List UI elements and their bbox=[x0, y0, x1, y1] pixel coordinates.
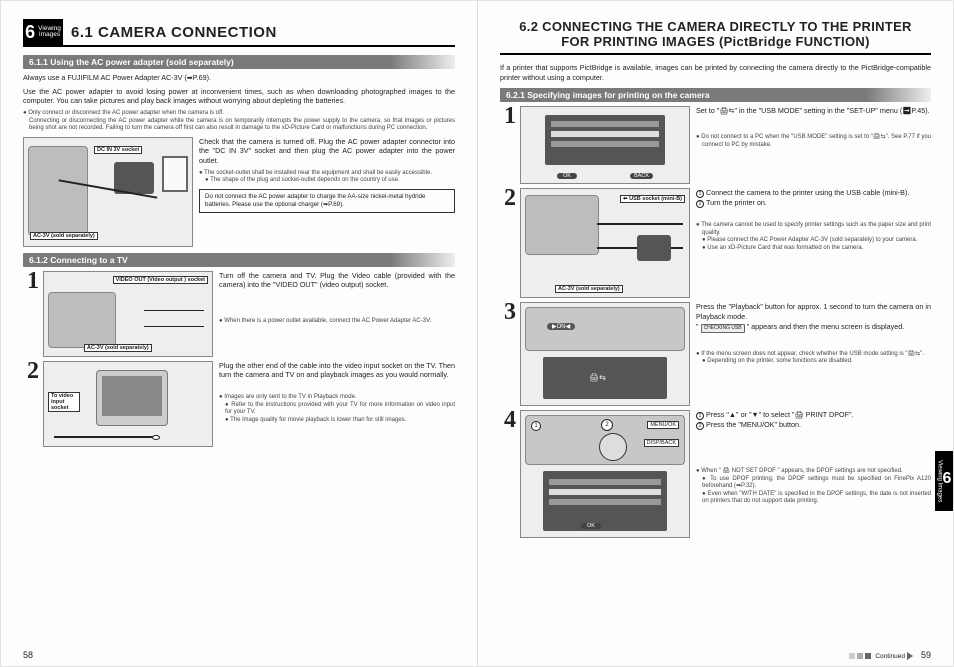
tv-step-1: 1 VIDEO OUT (Video output ) socket AC-3V… bbox=[23, 271, 455, 357]
tv-step1-text-col: Turn off the camera and TV. Plug the Vid… bbox=[219, 271, 455, 329]
tv-step2-figure: To video input socket bbox=[43, 361, 213, 447]
ac-adapter-figure: DC IN 3V socket AC-3V (sold separately) bbox=[23, 137, 193, 247]
circ-1: 1 bbox=[696, 190, 704, 198]
ac3v-label-2: AC-3V (sold separately) bbox=[84, 344, 152, 352]
pb-step-num-3: 3 bbox=[500, 302, 520, 324]
p-611c: ● Only connect or disconnect the AC powe… bbox=[23, 110, 455, 133]
tv-step2-fine: ● Images are only sent to the TV in Play… bbox=[219, 394, 455, 424]
pb-step-num-4: 4 bbox=[500, 410, 520, 432]
pb-step-3: 3 ▶ON◀ 🖨⇆ Press the "Playback" button fo… bbox=[500, 302, 931, 406]
to-video-label: To video input socket bbox=[48, 392, 80, 412]
ac-adapter-row: DC IN 3V socket AC-3V (sold separately) … bbox=[23, 137, 455, 247]
pb-step-num-1: 1 bbox=[500, 106, 520, 128]
pb-step1-text: Set to "🖨⇆" in the "USB MODE" setting in… bbox=[696, 106, 931, 116]
pb-step4-t1: Press "▲" or "▼" to select "🖨 PRINT DPOF… bbox=[706, 410, 854, 419]
p-611a: Always use a FUJIFILM AC Power Adapter A… bbox=[23, 73, 455, 83]
side-tab: 6 Viewing Images bbox=[935, 451, 953, 511]
page-number-59: 59 bbox=[921, 650, 931, 660]
right-intro: If a printer that supports PictBridge is… bbox=[500, 63, 931, 82]
section-title: 6.1 CAMERA CONNECTION bbox=[63, 19, 277, 45]
pb-step2-figure: ⬅ USB socket (mini-B) AC-3V (sold separa… bbox=[520, 188, 690, 298]
side-tab-text: Viewing Images bbox=[937, 460, 943, 502]
ok-pill-2: OK bbox=[581, 523, 601, 529]
pb-step2-t1: Connect the camera to the printer using … bbox=[706, 188, 909, 197]
pb-step3-fine: ● If the menu screen does not appear, ch… bbox=[696, 351, 931, 366]
page-58: 6 ViewingImages 6.1 CAMERA CONNECTION 6.… bbox=[0, 0, 477, 667]
tv-step1-fine: ● When there is a power outlet available… bbox=[219, 318, 455, 326]
tv-step2-text: Plug the other end of the cable into the… bbox=[219, 361, 455, 380]
p-611b: Use the AC power adapter to avoid losing… bbox=[23, 87, 455, 106]
pb-step4-figure: 1 2 MENU/OK DISP/BACK OK bbox=[520, 410, 690, 538]
page-59: 6.2 CONNECTING THE CAMERA DIRECTLY TO TH… bbox=[477, 0, 954, 667]
p-611e: ● The socket-outlet shall be installed n… bbox=[199, 170, 455, 185]
section-612-bar: 6.1.2 Connecting to a TV bbox=[23, 253, 455, 267]
pb-step2-fine: ● The camera cannot be used to specify p… bbox=[696, 222, 931, 252]
pb-step2-text-col: 1Connect the camera to the printer using… bbox=[696, 188, 931, 255]
tv-step1-figure: VIDEO OUT (Video output ) socket AC-3V (… bbox=[43, 271, 213, 357]
ac-text-col: Check that the camera is turned off. Plu… bbox=[199, 137, 455, 213]
pb-step3-text2: " appears and then the menu screen is di… bbox=[747, 322, 905, 331]
tv-step1-text: Turn off the camera and TV. Plug the Vid… bbox=[219, 271, 455, 290]
pb-step1-figure: OK BACK bbox=[520, 106, 690, 184]
pb-step2-t2: Turn the printer on. bbox=[706, 198, 767, 207]
right-title-1: 6.2 CONNECTING THE CAMERA DIRECTLY TO TH… bbox=[500, 19, 931, 34]
menu-ok-label: MENU/OK bbox=[647, 421, 679, 429]
pb-step4-fine: ● When " 🖨 NOT SET DPOF " appears, the D… bbox=[696, 468, 931, 506]
circ-1b: 1 bbox=[696, 412, 704, 420]
dc-in-label: DC IN 3V socket bbox=[94, 146, 142, 154]
ok-pill: OK bbox=[557, 173, 577, 179]
chapter-tab: 6 ViewingImages bbox=[23, 19, 63, 45]
pb-step-num-2: 2 bbox=[500, 188, 520, 210]
right-header: 6.2 CONNECTING THE CAMERA DIRECTLY TO TH… bbox=[500, 19, 931, 55]
chapter-header: 6 ViewingImages 6.1 CAMERA CONNECTION bbox=[23, 19, 455, 47]
ac3v-label-3: AC-3V (sold separately) bbox=[555, 285, 623, 293]
p-611d: Check that the camera is turned off. Plu… bbox=[199, 137, 455, 166]
pb-step1-text-col: Set to "🖨⇆" in the "USB MODE" setting in… bbox=[696, 106, 931, 152]
step-num-1: 1 bbox=[23, 271, 43, 293]
pb-step-2: 2 ⬅ USB socket (mini-B) AC-3V (sold sepa… bbox=[500, 188, 931, 298]
note-box: Do not connect the AC power adapter to c… bbox=[199, 189, 455, 213]
step-num-2: 2 bbox=[23, 361, 43, 383]
pb-step3-text-col: Press the "Playback" button for approx. … bbox=[696, 302, 931, 368]
chapter-number: 6 bbox=[25, 23, 35, 41]
side-tab-num: 6 bbox=[943, 470, 952, 488]
pb-step3-text: Press the "Playback" button for approx. … bbox=[696, 302, 931, 321]
right-title-2: FOR PRINTING IMAGES (PictBridge FUNCTION… bbox=[500, 34, 931, 49]
tv-step2-text-col: Plug the other end of the cable into the… bbox=[219, 361, 455, 427]
continued-strip: Continued bbox=[849, 652, 913, 660]
continued-label: Continued bbox=[875, 653, 905, 660]
chapter-sub: ViewingImages bbox=[38, 26, 61, 39]
page-number-58: 58 bbox=[23, 650, 33, 660]
tv-step-2: 2 To video input socket Plug the other e… bbox=[23, 361, 455, 447]
circ-2: 2 bbox=[696, 200, 704, 208]
pb-step-4: 4 1 2 MENU/OK DISP/BACK OK 1Press "▲" or… bbox=[500, 410, 931, 538]
video-out-label: VIDEO OUT (Video output ) socket bbox=[113, 276, 208, 284]
pb-step-1: 1 OK BACK Set to "🖨⇆" in the "USB MODE" … bbox=[500, 106, 931, 184]
pb-step4-text-col: 1Press "▲" or "▼" to select "🖨 PRINT DPO… bbox=[696, 410, 931, 509]
ac3v-label: AC-3V (sold separately) bbox=[30, 232, 98, 240]
checking-usb-tag: CHECKING USB bbox=[701, 324, 745, 333]
section-611-bar: 6.1.1 Using the AC power adapter (sold s… bbox=[23, 55, 455, 69]
back-pill: BACK bbox=[630, 173, 653, 179]
pb-step4-t2: Press the "MENU/OK" button. bbox=[706, 420, 801, 429]
circ-2b: 2 bbox=[696, 422, 704, 430]
pb-step3-figure: ▶ON◀ 🖨⇆ bbox=[520, 302, 690, 406]
section-621-bar: 6.2.1 Specifying images for printing on … bbox=[500, 88, 931, 102]
pb-step1-fine: ● Do not connect to a PC when the "USB M… bbox=[696, 134, 931, 149]
usb-socket-label: ⬅ USB socket (mini-B) bbox=[620, 195, 685, 203]
on-label: ▶ON◀ bbox=[547, 323, 575, 330]
disp-back-label: DISP/BACK bbox=[644, 439, 679, 447]
